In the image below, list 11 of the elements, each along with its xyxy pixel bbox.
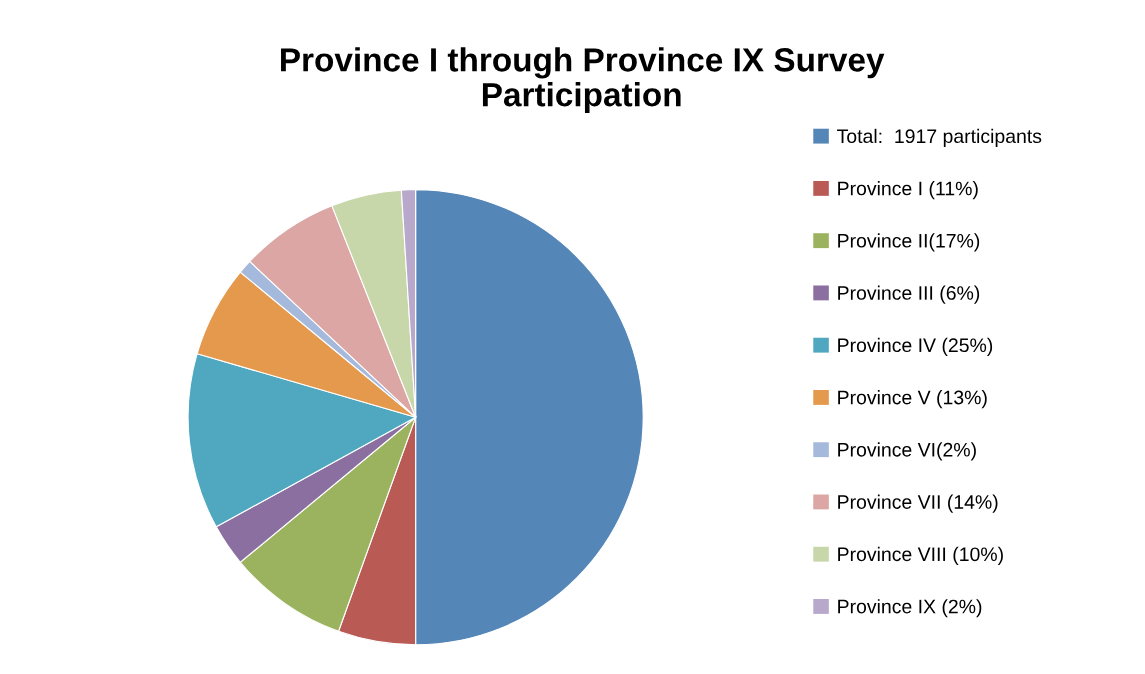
legend-label: Province V (13%) [838, 390, 987, 409]
legend-label: Province IX (2%) [838, 599, 982, 618]
legend-label: Province I (11%) [838, 181, 978, 200]
legend-label: Province IV (25%) [838, 337, 993, 356]
legend-label: Total: 1917 participants [837, 128, 1042, 147]
legend-label: Province III (6%) [838, 285, 980, 304]
legend-label: Province II(17%) [838, 233, 980, 252]
chart-title: Province I through Province IX Survey Participation [281, 47, 885, 114]
legend-label: Province VI(2%) [838, 442, 976, 461]
legend-label: Province VIII (10%) [838, 546, 1003, 565]
legend-label: Province VII (14%) [838, 494, 998, 513]
